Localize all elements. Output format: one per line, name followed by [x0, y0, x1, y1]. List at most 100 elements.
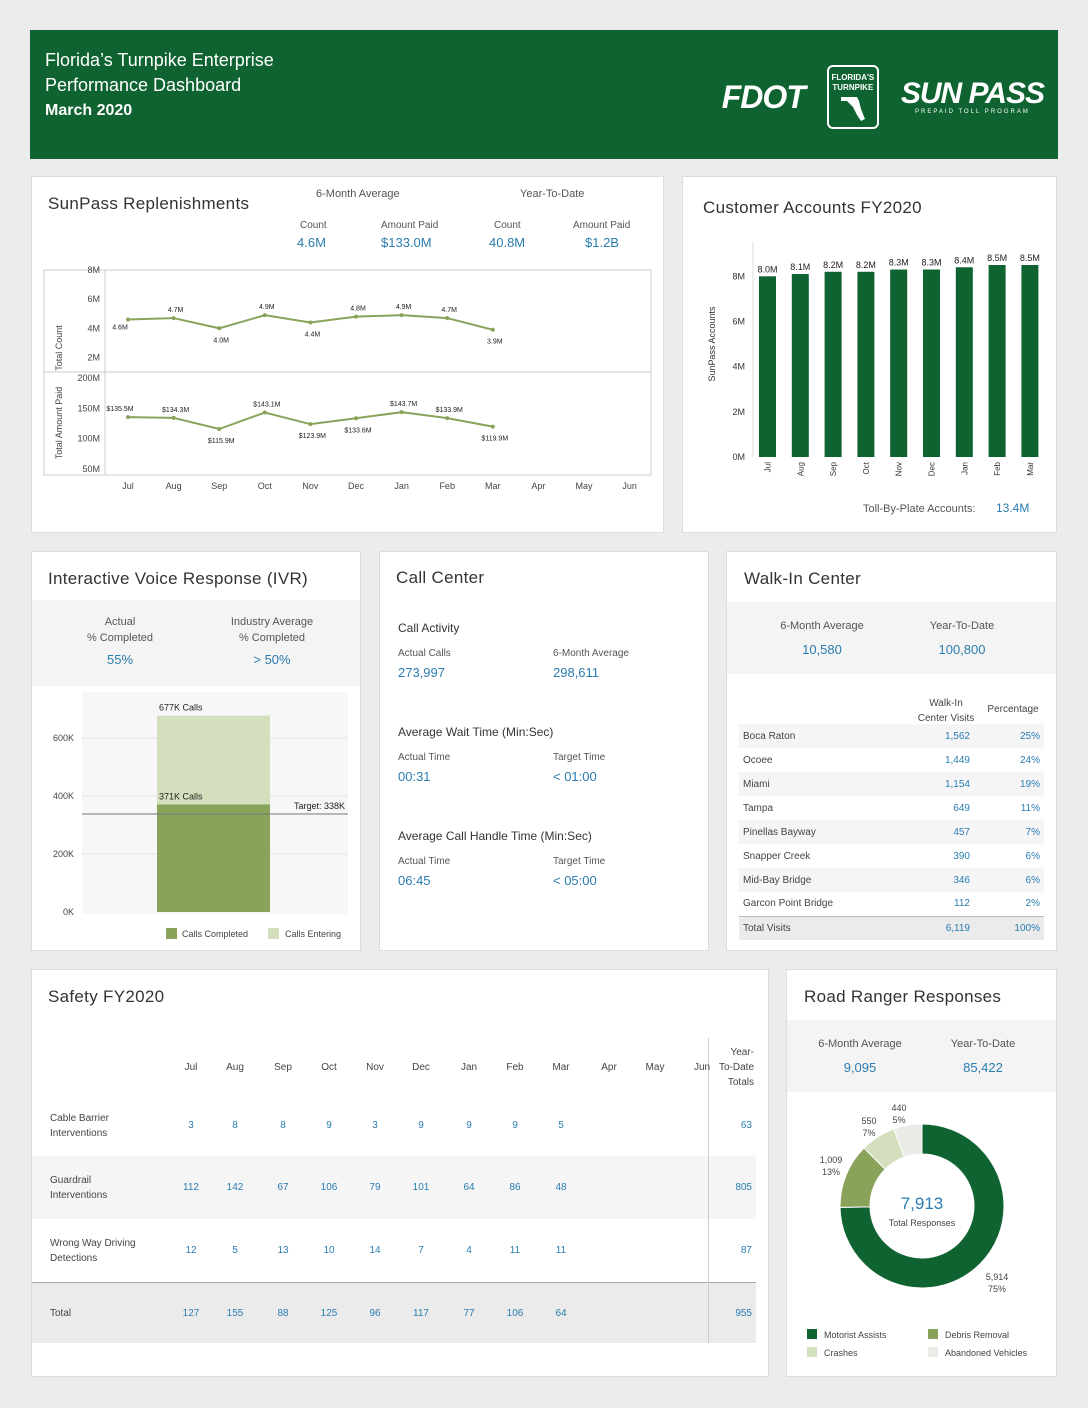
walkin-pct: 19% [974, 772, 1044, 796]
customer-bar-label: 8.5M [987, 253, 1007, 263]
customer-month-tick: Mar [1026, 462, 1035, 476]
legend-entering: Calls Entering [285, 929, 341, 939]
fdot-logo: FDOT [721, 78, 806, 115]
safety-cell: 64 [463, 1182, 475, 1193]
sunpass-avg-count-label: Count [300, 220, 327, 231]
month-axis: Jul Aug Sep Oct Nov Dec Jan Feb Mar Apr May Jun [122, 481, 637, 491]
ivr-entering-bar [157, 715, 270, 805]
safety-ytd-header-1: Year- [730, 1047, 754, 1058]
customer-tick: 6M [732, 316, 745, 326]
sunpass-logo-text: SUN PASS [900, 77, 1045, 110]
count-point [490, 327, 495, 332]
walkin-pct: 7% [974, 820, 1044, 844]
count-data-label: 3.9M [487, 339, 503, 346]
walkin-row: Total Visits 6,119 100% [739, 915, 1044, 940]
count-point [308, 320, 313, 325]
customer-title: Customer Accounts FY2020 [703, 198, 922, 217]
walkin-col-visits-2: Center Visits [917, 713, 975, 724]
amount-data-label: $135.5M [106, 406, 133, 413]
safety-cell: 48 [555, 1182, 567, 1193]
customer-bar [955, 267, 973, 457]
road-ranger-panel: Road Ranger Responses 6-Month Average Ye… [786, 969, 1057, 1377]
month-tick: Nov [302, 481, 319, 491]
call-activity-title: Call Activity [398, 621, 460, 635]
donut-label-pct: 13% [822, 1167, 840, 1177]
handle-actual-label: Actual Time [398, 856, 451, 867]
safety-cell: 11 [509, 1245, 521, 1256]
walkin-title: Walk-In Center [744, 569, 861, 588]
amount-point [354, 416, 358, 421]
walkin-summary: 6-Month Average Year-To-Date 10,580 100,… [727, 602, 1056, 674]
donut-label-value: 440 [891, 1103, 906, 1113]
ranger-avg-value: 9,095 [843, 1060, 877, 1075]
customer-bar-label: 8.2M [856, 260, 876, 270]
walkin-visits: 457 [904, 820, 974, 844]
wait-target-label: Target Time [553, 752, 606, 763]
amount-point [399, 410, 404, 415]
ranger-ytd-label: Year-To-Date [950, 1038, 1016, 1050]
safety-cell: 101 [412, 1182, 430, 1193]
amount-data-label: $115.9M [208, 438, 235, 445]
safety-cell: 4 [466, 1245, 472, 1256]
customer-tick: 4M [732, 362, 745, 372]
count-series: 8M 6M 4M 2M 4.6M 4.7M 4.0M 4.9M 4.4M 4.8M 4.9M 4.7M… [87, 265, 502, 362]
safety-row-label-2: Interventions [50, 1190, 108, 1201]
walkin-location: Miami [739, 772, 904, 796]
customer-month-tick: Oct [862, 461, 871, 474]
walkin-pct: 2% [1025, 898, 1040, 910]
ivr-industry-label: Industry Average % Completed [194, 614, 350, 646]
sunpass-avg-amount-label: Amount Paid [381, 220, 439, 231]
customer-month-tick: Nov [895, 462, 904, 476]
safety-title: Safety FY2020 [48, 987, 165, 1006]
safety-cell: 8 [280, 1120, 286, 1131]
safety-cell: 106 [320, 1182, 338, 1193]
safety-ytd-cell: 87 [740, 1245, 752, 1256]
walkin-visits: 112 [954, 898, 970, 910]
walkin-pct: 6% [1025, 850, 1040, 862]
walkin-location: Tampa [743, 802, 774, 814]
donut-label-pct: 75% [988, 1284, 1006, 1294]
sunpass-ytd-amount: $1.2B [585, 235, 619, 250]
amount-data-label: $143.7M [390, 401, 417, 408]
safety-cell: 9 [326, 1120, 332, 1131]
wait-time-title: Average Wait Time (Min:Sec) [398, 725, 554, 739]
safety-month-header: Sep [274, 1062, 292, 1073]
call-center-panel: Call Center Call Activity Actual Calls 6… [379, 551, 709, 951]
legend-entering-swatch [268, 928, 279, 939]
safety-row-label-1: Wrong Way Driving [50, 1238, 136, 1249]
turnpike-logo-line-1: FLORIDA'S [831, 73, 875, 82]
header-line-1: Florida’s Turnpike Enterprise [45, 50, 274, 70]
ivr-tick: 0K [63, 907, 74, 917]
walkin-col-pct: Percentage [987, 704, 1039, 715]
safety-cell: 112 [183, 1182, 199, 1193]
safety-divider [708, 1038, 709, 1343]
count-point [126, 317, 130, 322]
walkin-avg-value: 10,580 [802, 642, 842, 657]
count-data-label: 4.7M [441, 307, 457, 314]
legend-completed-swatch [166, 928, 177, 939]
count-point [354, 314, 358, 319]
safety-cell: 86 [509, 1182, 521, 1193]
safety-cell: 79 [369, 1182, 381, 1193]
donut-total-value: 7,913 [901, 1194, 944, 1213]
walkin-pct: 11% [1020, 802, 1040, 814]
safety-cell: 67 [277, 1182, 289, 1193]
amount-series: 200M 150M 100M 50M $135.5M $134.3M $115.9M $143… [77, 373, 508, 474]
ivr-completed-label: 371K Calls [159, 791, 203, 801]
safety-cell: 88 [277, 1308, 289, 1319]
safety-panel: Safety FY2020 Jul Aug Sep Oct Nov Dec Jan Feb Ma… [31, 969, 769, 1377]
month-tick: Jul [122, 481, 134, 491]
customer-bar-label: 8.4M [954, 255, 974, 265]
count-point [171, 316, 176, 321]
walkin-col-visits: Walk-In Center Visits [901, 696, 991, 726]
amount-tick: 50M [82, 464, 100, 474]
customer-bar [890, 269, 908, 457]
walkin-visits: 1,562 [904, 724, 974, 748]
header-date: March 2020 [45, 102, 133, 119]
ranger-donut-chart: 5,914 75% 1,009 13% 550 7% 440 5% 7,913 Total R… [807, 1103, 1028, 1358]
safety-cell: 13 [277, 1245, 289, 1256]
ranger-ytd-value: 85,422 [963, 1060, 1003, 1075]
ivr-industry-label-2: % Completed [238, 632, 306, 644]
count-axis-label: Total Count [54, 325, 64, 371]
amount-tick: 150M [77, 403, 100, 413]
